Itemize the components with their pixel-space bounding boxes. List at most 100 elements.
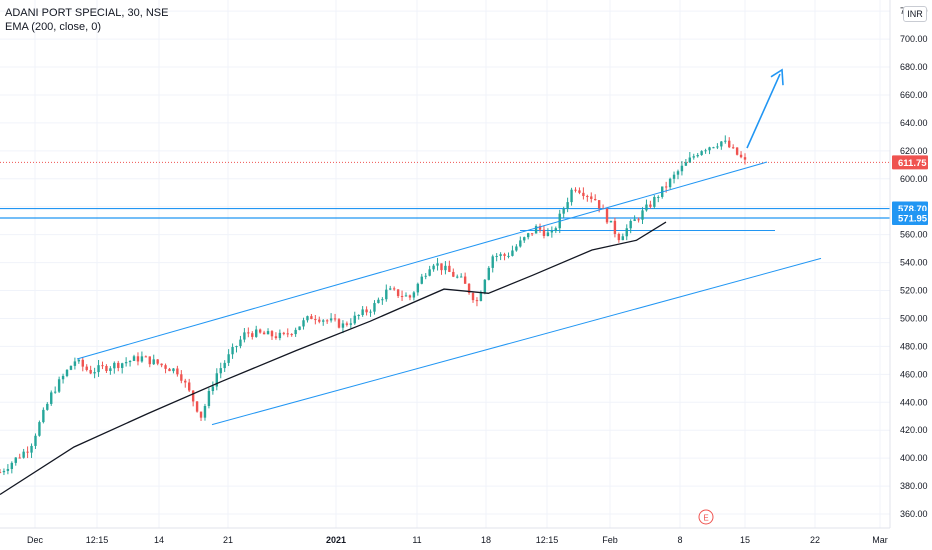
candle-body xyxy=(30,445,33,453)
candle-body xyxy=(479,292,483,301)
candle-body xyxy=(696,155,699,157)
candle-body xyxy=(255,329,258,337)
candle-body xyxy=(302,320,305,327)
candle-body xyxy=(211,386,215,392)
y-tick-label: 680.00 xyxy=(900,62,928,72)
candle-body xyxy=(653,196,656,207)
candle-body xyxy=(50,392,53,404)
candle-body xyxy=(26,451,29,453)
candle-body xyxy=(467,283,471,293)
candle-body xyxy=(148,356,151,365)
y-tick-label: 460.00 xyxy=(900,369,928,379)
candle-body xyxy=(298,326,301,330)
candle-body xyxy=(180,374,183,381)
symbol-title[interactable]: ADANI PORT SPECIAL, 30, NSE xyxy=(5,7,169,19)
candle-body xyxy=(605,208,609,223)
candle-body xyxy=(191,390,195,402)
candle-body xyxy=(184,380,187,383)
candle-body xyxy=(448,265,451,272)
candle-body xyxy=(712,147,715,149)
candle-body xyxy=(404,295,408,297)
x-tick-label: Dec xyxy=(27,535,44,545)
candle-body xyxy=(637,219,640,221)
candle-body xyxy=(688,157,692,163)
ema-series xyxy=(0,221,667,496)
candle-body xyxy=(172,368,175,372)
chart-grid xyxy=(0,0,890,528)
level-price-tag-label: 578.70 xyxy=(898,204,927,215)
level-price-tag xyxy=(892,210,928,225)
candle-body xyxy=(42,409,45,423)
candle-body xyxy=(629,220,632,229)
y-tick-label: 660.00 xyxy=(900,90,928,100)
x-tick-label: 8 xyxy=(677,535,682,545)
candle-body xyxy=(542,229,546,236)
candle-body xyxy=(389,288,392,290)
candle-body xyxy=(570,189,573,203)
candle-body xyxy=(731,147,735,149)
candle-body xyxy=(475,300,479,302)
candle-body xyxy=(373,303,376,312)
candle-body xyxy=(294,329,297,335)
candle-body xyxy=(491,256,494,268)
candle-body xyxy=(156,359,159,364)
candle-body xyxy=(444,265,447,271)
y-tick-label: 600.00 xyxy=(900,174,928,184)
candle-body xyxy=(377,299,380,304)
candle-body xyxy=(81,359,84,367)
candle-body xyxy=(499,254,502,256)
trend-overlay: E xyxy=(76,68,822,525)
candle-body xyxy=(562,208,565,214)
candle-body xyxy=(140,356,144,362)
candle-body xyxy=(503,254,506,256)
price-axis[interactable]: 360.00 380.00 400.00 420.00 440.00 460.00 480.… xyxy=(889,0,928,528)
candle-body xyxy=(664,186,668,188)
candle-body xyxy=(262,332,266,335)
candle-body xyxy=(231,347,234,355)
x-tick-label: 2021 xyxy=(326,535,346,545)
candle-body xyxy=(318,319,321,322)
candle-body xyxy=(290,334,293,336)
candle-body xyxy=(436,263,439,266)
candle-body xyxy=(743,157,747,160)
candle-body xyxy=(530,233,534,235)
candle-body xyxy=(420,276,423,284)
candle-body xyxy=(34,435,37,446)
y-tick-label: 420.00 xyxy=(900,425,928,435)
candle-body xyxy=(641,210,644,220)
candle-body xyxy=(617,233,621,241)
candle-body xyxy=(507,255,510,257)
candle-body xyxy=(424,275,427,277)
candle-body xyxy=(625,228,628,237)
candle-body xyxy=(735,147,739,155)
candle-body xyxy=(57,379,61,392)
candle-body xyxy=(215,373,218,387)
candle-body xyxy=(519,240,522,247)
candle-body xyxy=(2,470,6,473)
candle-body xyxy=(152,359,155,365)
event-marker xyxy=(698,509,714,525)
candle-body xyxy=(459,276,463,278)
candle-body xyxy=(65,369,69,376)
candle-body xyxy=(176,368,179,375)
candle-body xyxy=(511,250,514,256)
candle-body xyxy=(365,309,368,313)
ema-legend[interactable]: EMA (200, close, 0) xyxy=(5,21,101,33)
candle-body xyxy=(195,401,199,412)
candle-body xyxy=(471,292,475,301)
candle-body xyxy=(239,339,242,347)
candle-body xyxy=(160,363,163,366)
candle-body xyxy=(613,220,617,234)
candle-body xyxy=(597,200,601,209)
candle-body xyxy=(188,382,191,391)
candle-body xyxy=(353,315,356,324)
candle-body xyxy=(61,375,65,380)
candle-body xyxy=(286,333,289,335)
candle-body xyxy=(73,361,77,366)
time-axis[interactable]: Dec 12:15 14 21 2021 11 18 12:15 Feb 8 15 22 Mar xyxy=(0,527,890,545)
currency-label[interactable]: INR xyxy=(903,6,927,22)
candle-body xyxy=(144,356,148,358)
candle-body xyxy=(325,320,329,322)
candle-body xyxy=(258,329,262,333)
